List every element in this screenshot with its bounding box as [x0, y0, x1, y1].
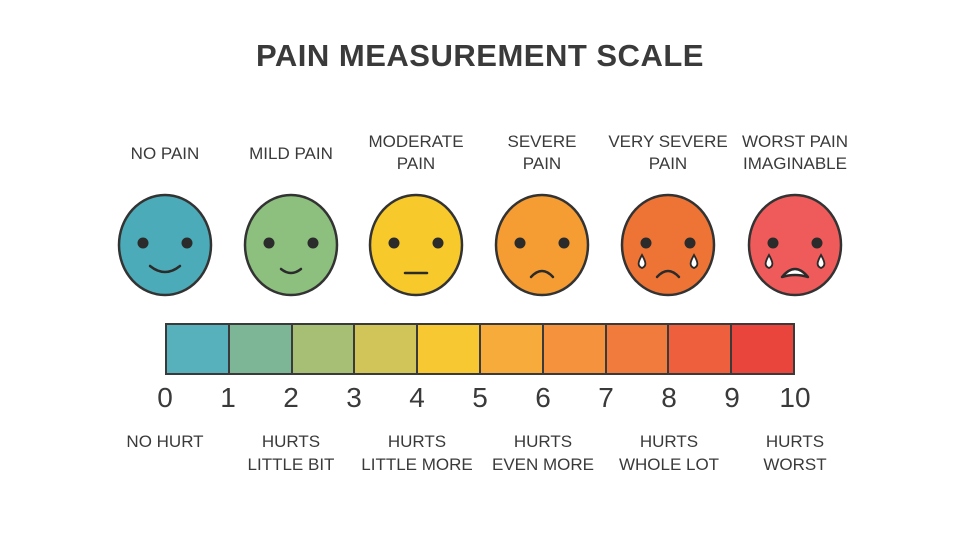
bar-segment-2: [292, 325, 356, 373]
bar-segment-5: [480, 325, 544, 373]
scale-number-5: 5: [472, 382, 488, 413]
description-4: HURTS WHOLE LOT: [618, 432, 720, 474]
description-2: HURTS LITTLE MORE: [361, 432, 473, 474]
bar-segment-1: [229, 325, 293, 373]
face-flat-icon: [368, 193, 464, 297]
face-open-icon: [747, 193, 843, 297]
face-label-3: SEVERE PAIN: [507, 132, 577, 173]
scale-number-2: 2: [283, 382, 299, 413]
scale-number-6: 6: [535, 382, 551, 413]
bar-segment-3: [355, 325, 419, 373]
bar-segment-7: [606, 325, 670, 373]
scale-number-4: 4: [409, 382, 425, 413]
description-0: NO HURT: [126, 432, 204, 451]
face-label-2: MODERATE PAIN: [368, 132, 464, 173]
face-frown-icon: [494, 193, 590, 297]
bar-segment-4: [418, 325, 481, 373]
scale-number-3: 3: [346, 382, 362, 413]
face-label-0: NO PAIN: [130, 144, 200, 163]
face-frown-icon: [620, 193, 716, 297]
scale-number-8: 8: [661, 382, 677, 413]
face-small-smile-icon: [243, 193, 339, 297]
bar-segment-8: [669, 325, 733, 373]
description-3: HURTS EVEN MORE: [491, 432, 595, 474]
bar-segment-0: [167, 325, 230, 373]
scale-title: PAIN MEASUREMENT SCALE: [256, 38, 704, 73]
face-label-1: MILD PAIN: [249, 144, 333, 163]
description-1: HURTS LITTLE BIT: [247, 432, 335, 474]
scale-number-7: 7: [598, 382, 614, 413]
face-big-smile-icon: [117, 193, 213, 297]
face-label-4: VERY SEVERE PAIN: [608, 132, 728, 173]
description-5: HURTS WORST: [763, 432, 827, 474]
bar-segment-9: [732, 325, 793, 373]
scale-number-0: 0: [157, 382, 173, 413]
bar-segment-6: [543, 325, 607, 373]
face-label-5: WORST PAIN IMAGINABLE: [741, 132, 849, 173]
scale-number-1: 1: [220, 382, 236, 413]
pain-color-bar: [165, 323, 795, 375]
scale-number-9: 9: [724, 382, 740, 413]
scale-number-10: 10: [779, 382, 811, 413]
